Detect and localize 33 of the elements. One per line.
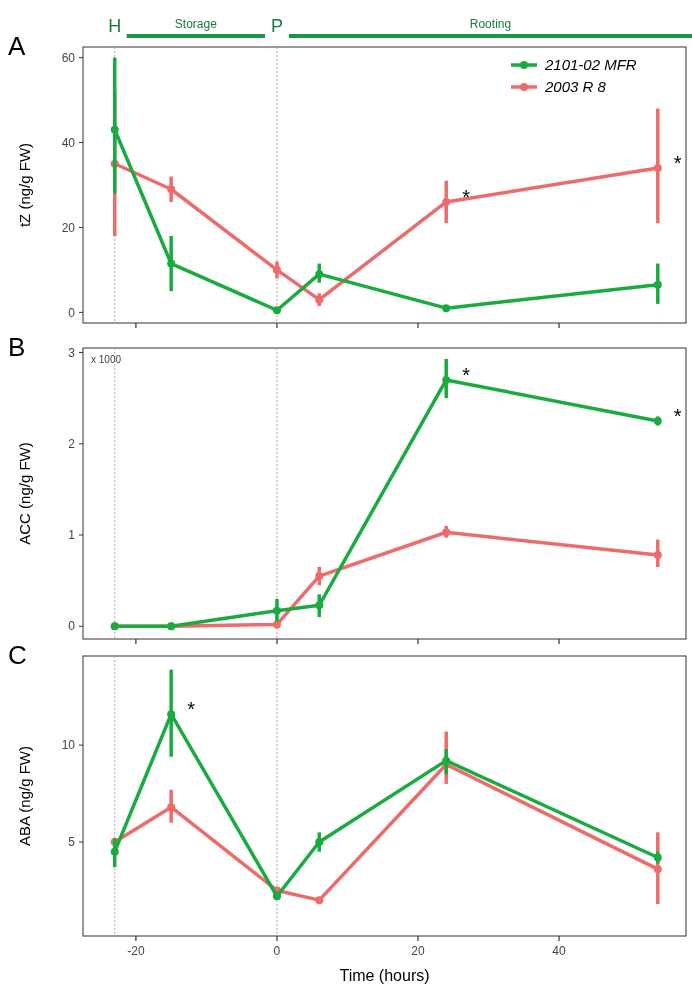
legend-label: 2003 R 8 (544, 78, 607, 96)
y-tick-label: 0 (68, 619, 76, 634)
x-tick-label: 40 (552, 944, 567, 958)
text: Storage (174, 17, 218, 31)
x-tick-label: 20 (411, 944, 425, 958)
y-axis-title: tZ (ng/g FW) (16, 142, 33, 228)
y-axis-title: ABA (ng/g FW) (16, 745, 33, 847)
annotation: * (673, 152, 682, 175)
text: Rooting (469, 17, 512, 31)
annotation: * (187, 698, 196, 721)
annotation: * (673, 404, 682, 427)
legend-label: 2101-02 MFR (544, 56, 637, 74)
annotation: * (462, 363, 471, 386)
x-axis-title: Time (hours) (339, 967, 430, 984)
y-tick-label: 2 (68, 436, 76, 451)
y-tick-label: 10 (61, 738, 76, 753)
chart-title: C (8, 640, 27, 670)
y-tick-label: 1 (68, 528, 76, 543)
y-tick-label: 5 (68, 835, 76, 850)
x-tick-label: -20 (127, 944, 145, 958)
y-tick-label: 20 (61, 220, 76, 235)
annotation: x 1000 (91, 354, 122, 365)
y-axis-title: ACC (ng/g FW) (16, 442, 33, 545)
annotation: * (462, 185, 471, 208)
chart-title: A (8, 31, 26, 61)
y-tick-label: 3 (68, 345, 76, 360)
y-tick-label: 60 (61, 50, 76, 65)
chart-title: B (8, 332, 26, 362)
y-tick-label: 40 (61, 135, 76, 150)
x-tick-label: 0 (273, 944, 281, 958)
ref-line-label: H (108, 16, 122, 36)
ref-line-label: P (270, 16, 283, 36)
y-tick-label: 0 (68, 305, 76, 320)
